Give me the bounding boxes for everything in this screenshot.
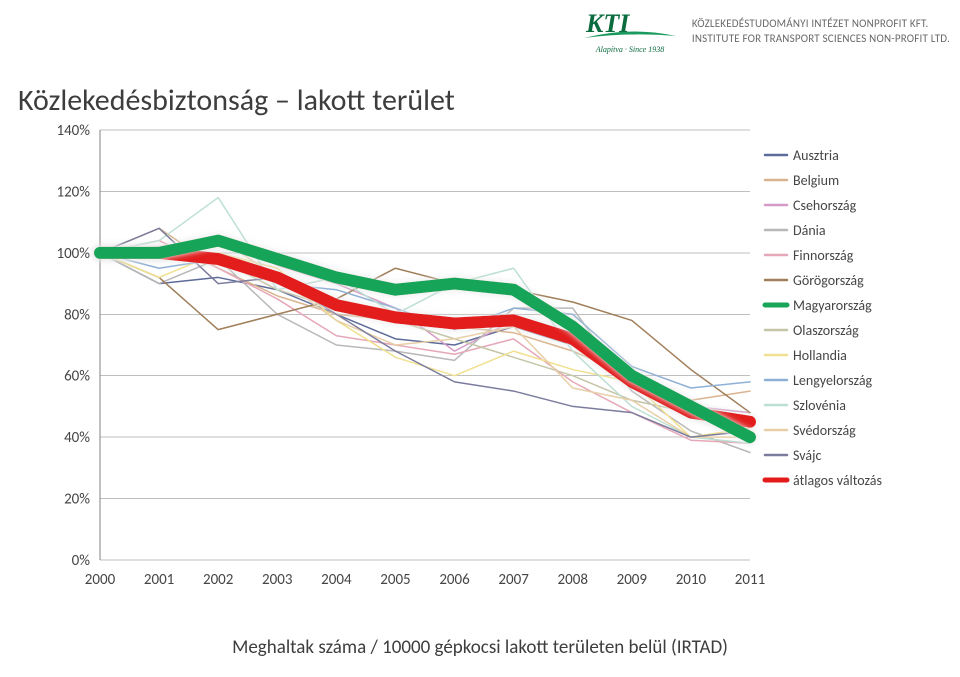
legend-label: Csehország [793, 197, 857, 214]
org-name-hu: KÖZLEKEDÉSTUDOMÁNYI INTÉZET NONPROFIT KF… [692, 17, 950, 32]
legend-item: Svédország [765, 422, 856, 439]
legend-item: átlagos változás [765, 472, 882, 489]
legend-label: Belgium [793, 172, 839, 189]
series-Magyarország [100, 241, 750, 438]
legend-item: Hollandia [765, 347, 847, 364]
legend-item: Belgium [765, 172, 839, 189]
xtick-label: 2007 [498, 571, 529, 589]
legend-label: Görögország [793, 272, 864, 289]
legend-label: Ausztria [793, 147, 839, 164]
legend-label: átlagos változás [793, 472, 882, 489]
xtick-label: 2006 [439, 571, 470, 589]
header: KTI Alapítva · Since 1938 KÖZLEKEDÉSTUDO… [580, 8, 950, 56]
xtick-label: 2002 [203, 571, 233, 589]
legend-item: Dánia [765, 222, 826, 239]
legend-item: Finnország [765, 247, 854, 264]
xtick-label: 2011 [735, 571, 765, 589]
xtick-label: 2001 [144, 571, 174, 589]
kti-logo: KTI Alapítva · Since 1938 [580, 8, 680, 56]
legend-label: Svájc [793, 447, 821, 464]
legend-label: Svédország [793, 422, 856, 439]
org-name-en: INSTITUTE FOR TRANSPORT SCIENCES NON-PRO… [692, 32, 950, 47]
legend-label: Hollandia [793, 347, 847, 364]
legend-label: Magyarország [793, 297, 872, 314]
ytick-label: 60% [64, 368, 90, 386]
legend-label: Olaszország [793, 322, 859, 339]
xtick-label: 2005 [380, 571, 410, 589]
logo-tagline: Alapítva · Since 1938 [595, 45, 664, 54]
legend-label: Finnország [793, 247, 854, 264]
xtick-label: 2008 [558, 571, 588, 589]
ytick-label: 40% [64, 429, 90, 447]
legend-item: Görögország [765, 272, 864, 289]
page-title: Közlekedésbiztonság – lakott terület [18, 82, 455, 119]
legend-label: Lengyelország [793, 372, 873, 389]
xtick-label: 2010 [676, 571, 707, 589]
xtick-label: 2000 [85, 571, 116, 589]
ytick-label: 0% [72, 552, 91, 570]
ytick-label: 20% [64, 491, 90, 509]
xtick-label: 2003 [262, 571, 293, 589]
legend-item: Olaszország [765, 322, 859, 339]
ytick-label: 100% [56, 245, 90, 263]
legend: Ausztria Belgium Csehország Dánia Finnország… [765, 147, 882, 489]
legend-item: Svájc [765, 447, 821, 464]
legend-label: Szlovénia [793, 397, 846, 414]
series-group [100, 198, 750, 453]
legend-item: Lengyelország [765, 372, 873, 389]
kti-logo-svg: KTI Alapítva · Since 1938 [580, 8, 680, 56]
chart-caption: Meghaltak száma / 10000 gépkocsi lakott … [0, 636, 960, 659]
legend-item: Csehország [765, 197, 857, 214]
xtick-label: 2009 [617, 571, 648, 589]
ytick-label: 120% [56, 183, 90, 201]
series-Hollandia [100, 253, 750, 437]
line-chart: 140% 120% 100% 80% 60% 40% 20% 0%2000 2001 2002 20… [30, 120, 930, 620]
legend-item: Szlovénia [765, 397, 846, 414]
org-names: KÖZLEKEDÉSTUDOMÁNYI INTÉZET NONPROFIT KF… [692, 17, 950, 47]
legend-label: Dánia [793, 222, 826, 239]
ytick-label: 140% [56, 122, 90, 140]
xtick-label: 2004 [321, 571, 352, 589]
ytick-label: 80% [64, 306, 90, 324]
legend-item: Ausztria [765, 147, 839, 164]
legend-item: Magyarország [765, 297, 872, 314]
